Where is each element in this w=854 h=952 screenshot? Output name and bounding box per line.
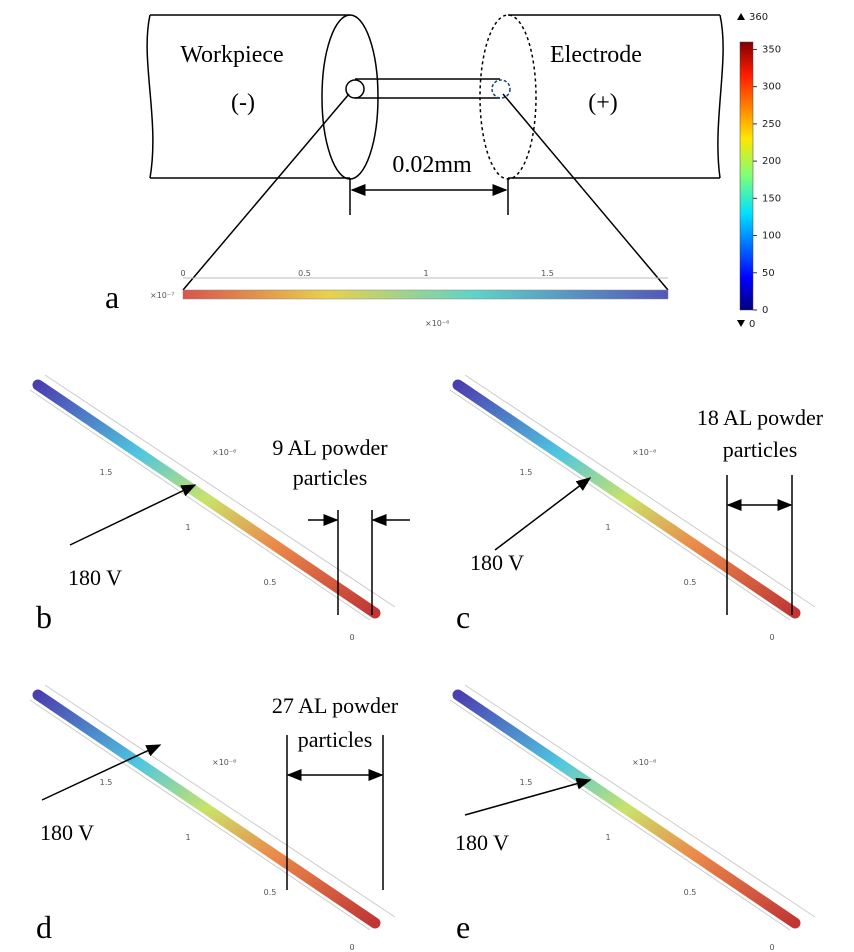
axis-tick-label: 0 — [769, 633, 774, 642]
colorbar-min: 0 — [749, 319, 755, 330]
annotation-label: particles — [298, 727, 373, 752]
panel: 0 0.5 1 1.5 ×10⁻⁶ 180 Vc 18 AL powder particles — [449, 374, 824, 642]
axis-tick-label: 1 — [605, 833, 610, 842]
voltage-label: 180 V — [68, 565, 122, 590]
workpiece-label: Workpiece — [180, 42, 283, 68]
gap-extent — [349, 178, 509, 215]
axis-tick-label: 1 — [605, 523, 610, 532]
colorbar-tick-label: 300 — [762, 82, 781, 93]
rod — [32, 379, 381, 619]
rod-frame — [449, 374, 816, 621]
colorbar-tick-label: 350 — [762, 44, 781, 55]
panel: 0 0.5 1 1.5 ×10⁻⁶ 180 V e — [449, 684, 816, 952]
rod-frame — [449, 684, 816, 931]
voltage-arrow — [464, 777, 592, 816]
colorbar-tick-label: 250 — [762, 119, 781, 130]
voltage-label: 180 V — [40, 820, 94, 845]
channel-end — [491, 79, 511, 99]
axis-tick-label: 1.5 — [100, 468, 113, 477]
rod — [452, 379, 801, 619]
axis-tick-label: 1 — [185, 523, 190, 532]
panel-label: b — [36, 599, 52, 635]
colorbar-scale — [739, 41, 754, 311]
panel: 0 0.5 1 1.5 ×10⁻⁶ 180 V b 9 AL powder particles — [29, 374, 410, 642]
axis-tick-label: 0 — [349, 633, 354, 642]
unit-label: ×10⁻⁶ — [212, 448, 236, 457]
rod — [32, 689, 381, 929]
axis-tick-label: 0 — [769, 943, 774, 952]
colorbar: 360 0 — [737, 12, 768, 330]
axis-tick-label: 1.5 — [100, 778, 113, 787]
simulation-bar — [182, 289, 669, 300]
colorbar-tick-label: 50 — [762, 268, 775, 279]
annotation-label: 18 AL powder — [697, 405, 824, 430]
colorbar-tick-label: 150 — [762, 193, 781, 204]
voltage-arrow — [494, 477, 592, 551]
unit-label: ×10⁻⁶ — [425, 319, 449, 328]
axis-tick-label: 0.5 — [684, 578, 697, 587]
electrode-shape — [508, 14, 724, 179]
panel-label: c — [456, 599, 470, 635]
voltage-label: 180 V — [455, 830, 509, 855]
annotation-label: 9 AL powder — [272, 435, 388, 460]
axis-tick-label: 0 — [180, 269, 185, 278]
colorbar-max: 360 — [749, 12, 768, 23]
annotation-label: particles — [723, 437, 798, 462]
min-marker — [737, 320, 745, 327]
axis-tick-label: 0.5 — [684, 888, 697, 897]
axis-tick-label: 1.5 — [520, 778, 533, 787]
annotation-label: 27 AL powder — [272, 693, 399, 718]
panel-label: a — [105, 279, 119, 315]
unit-label: ×10⁻⁶ — [632, 448, 656, 457]
axis-tick-label: 1.5 — [520, 468, 533, 477]
panel-label: e — [456, 909, 470, 945]
electrode-sign: (+) — [588, 90, 618, 116]
colorbar-tick-label: 200 — [762, 156, 781, 167]
colorbar-tick-label: 100 — [762, 231, 781, 242]
labels: Workpiece (-) Electrode (+) 0.02mm a ×10… — [105, 42, 642, 328]
gap-label: 0.02mm — [392, 152, 472, 178]
channel — [355, 78, 500, 99]
panel: 0 0.5 1 1.5 ×10⁻⁶ 180 V d 27 AL powder particles — [29, 684, 399, 952]
rod-frame — [29, 684, 396, 931]
axis-tick-label: 1.5 — [541, 269, 554, 278]
voltage-arrow — [41, 744, 162, 801]
annotation-label: particles — [293, 465, 368, 490]
max-marker — [737, 13, 745, 20]
axis-tick-label: 1 — [423, 269, 428, 278]
workpiece-shape — [146, 14, 350, 179]
electrode-face — [479, 14, 537, 180]
axis-tick-label: 0.5 — [264, 578, 277, 587]
zoom-line — [182, 93, 669, 291]
voltage-arrow — [69, 484, 197, 546]
unit-label: ×10⁻⁷ — [150, 291, 174, 300]
axis-tick-label: 0 — [349, 943, 354, 952]
electrode-label: Electrode — [550, 42, 642, 68]
voltage-label: 180 V — [470, 550, 524, 575]
panel-a-drawing — [146, 14, 724, 300]
axis-tick-label: 1 — [185, 833, 190, 842]
workpiece-sign: (-) — [231, 90, 255, 116]
axis-tick-label: 0.5 — [298, 269, 311, 278]
colorbar-tick-label: 0 — [762, 305, 768, 316]
unit-label: ×10⁻⁶ — [212, 758, 236, 767]
axis-tick-label: 0.5 — [264, 888, 277, 897]
rod — [452, 689, 801, 929]
channel-end — [345, 79, 365, 99]
panel-label: d — [36, 909, 52, 945]
rod-frame — [29, 374, 396, 621]
unit-label: ×10⁻⁶ — [632, 758, 656, 767]
